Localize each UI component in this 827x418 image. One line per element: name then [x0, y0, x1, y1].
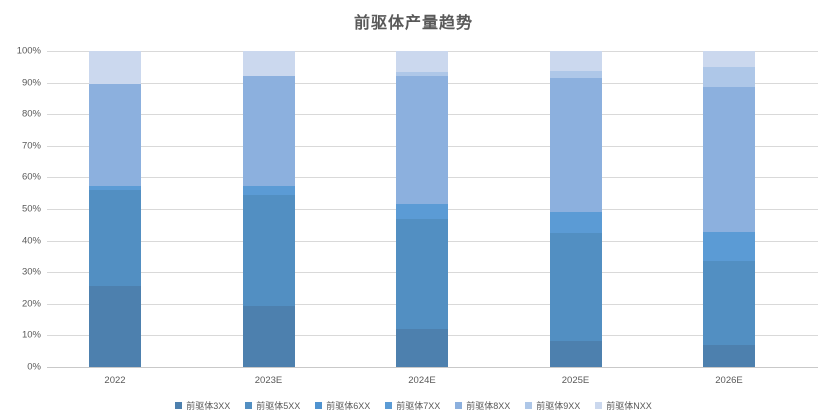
- bar-segment: [549, 51, 602, 71]
- y-axis-tick-label: 30%: [21, 266, 41, 278]
- legend-swatch-icon: [455, 402, 463, 409]
- bar-segment: [703, 66, 755, 88]
- bar-segment: [703, 344, 755, 367]
- bar-segment: [242, 195, 295, 307]
- y-axis-tick-label: 70%: [21, 140, 41, 152]
- bar-segment: [242, 76, 295, 186]
- legend-swatch-icon: [315, 402, 323, 409]
- y-axis-tick-label: 50%: [21, 203, 41, 215]
- legend-swatch-icon: [595, 402, 603, 409]
- y-axis-tick-label: 10%: [21, 329, 41, 341]
- legend-label: 前驱体5XX: [256, 401, 301, 411]
- bar-segment: [89, 186, 141, 191]
- x-axis-category-label: 2023E: [254, 375, 283, 386]
- bar-segment: [89, 84, 141, 187]
- y-axis-tick-label: 90%: [21, 77, 41, 89]
- bar-segment: [703, 261, 755, 345]
- x-axis-category-label: 2022: [104, 375, 126, 386]
- stacked-bar-2024E: [396, 51, 448, 367]
- bar-segment: [549, 340, 602, 367]
- legend-item: 前驱体9XX: [525, 399, 580, 412]
- bar-segment: [396, 71, 448, 77]
- bar-segment: [242, 51, 295, 77]
- y-axis-tick-label: 80%: [21, 108, 41, 120]
- bar-segment: [549, 211, 602, 234]
- bar-segment: [703, 87, 755, 233]
- legend-item: 前驱体NXX: [595, 399, 652, 412]
- legend-item: 前驱体7XX: [385, 399, 440, 412]
- x-axis-category-label: 2024E: [408, 375, 436, 386]
- y-axis-tick-label: 0%: [27, 361, 41, 373]
- legend-item: 前驱体5XX: [245, 399, 300, 412]
- legend-item: 前驱体6XX: [315, 399, 370, 412]
- legend-label: 前驱体9XX: [536, 401, 581, 411]
- bar-segment: [242, 185, 295, 196]
- stacked-bar-2025E: [549, 51, 602, 367]
- x-axis-category-label: 2026E: [715, 375, 743, 386]
- y-axis-tick-label: 100%: [16, 45, 41, 57]
- legend-swatch-icon: [385, 402, 393, 409]
- bar-segment: [549, 70, 602, 79]
- plot-area: 0% 10% 20% 30% 40% 50% 60% 70% 80% 90% 100% 2022 202…: [17, 46, 818, 386]
- y-axis-tick-label: 40%: [21, 235, 41, 247]
- legend-swatch-icon: [245, 402, 253, 409]
- stacked-bar-2022: [89, 51, 141, 367]
- y-axis-tick-label: 60%: [21, 171, 41, 183]
- bar-segment: [396, 219, 448, 330]
- legend-label: 前驱体6XX: [326, 401, 371, 411]
- stacked-bar-2026E: [703, 51, 755, 367]
- legend-label: 前驱体3XX: [186, 401, 231, 411]
- bar-segment: [549, 78, 602, 212]
- bar-segment: [89, 286, 141, 367]
- bar-segment: [703, 232, 755, 262]
- bar-segment: [396, 329, 448, 367]
- bar-segment: [396, 204, 448, 220]
- legend-label: 前驱体8XX: [466, 401, 511, 411]
- legend-item: 前驱体8XX: [455, 399, 510, 412]
- x-axis-category-label: 2025E: [561, 375, 590, 386]
- chart-title: 前驱体产量趋势: [353, 15, 473, 32]
- legend-swatch-icon: [175, 402, 183, 409]
- x-axis-line: [47, 367, 818, 368]
- bar-segment: [396, 76, 448, 205]
- bar-segment: [242, 306, 295, 367]
- bar-segment: [549, 233, 602, 341]
- chart-legend: 前驱体3XX 前驱体5XX 前驱体6XX 前驱体7XX 前驱体8XX 前驱体9XX 前驱体N…: [0, 399, 827, 412]
- bar-segment: [396, 51, 448, 72]
- stacked-bar-2023E: [242, 51, 295, 367]
- bar-segment: [89, 190, 141, 287]
- bar-segment: [703, 51, 755, 67]
- legend-label: 前驱体NXX: [606, 401, 652, 411]
- legend-label: 前驱体7XX: [396, 401, 441, 411]
- bar-segment: [89, 51, 141, 85]
- legend-item: 前驱体3XX: [175, 399, 230, 412]
- legend-swatch-icon: [525, 402, 533, 409]
- y-axis-tick-label: 20%: [21, 298, 41, 310]
